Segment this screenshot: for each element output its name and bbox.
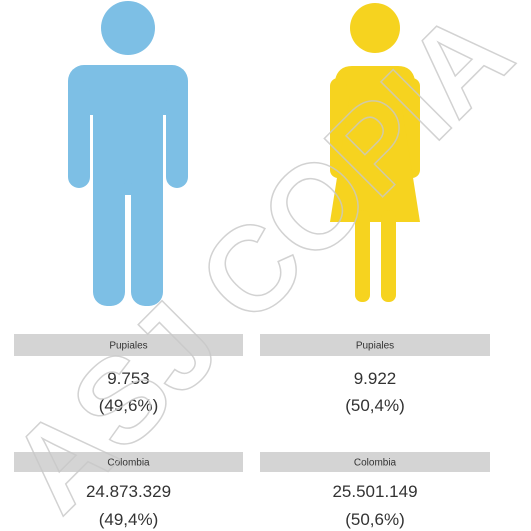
male-icon: [68, 1, 188, 306]
count: 9.922: [354, 369, 397, 388]
place-label: Colombia: [354, 458, 397, 469]
place-label: Colombia: [107, 458, 150, 469]
share: (50,6%): [345, 510, 405, 529]
label-bar: [260, 452, 490, 472]
share: (49,4%): [99, 510, 159, 529]
label-bar: [260, 334, 490, 356]
place-label: Pupiales: [109, 341, 147, 352]
share: (50,4%): [345, 396, 405, 415]
label-bar: [14, 452, 243, 472]
count: 24.873.329: [86, 482, 171, 501]
count: 25.501.149: [332, 482, 417, 501]
female-icon: [330, 3, 420, 302]
place-label: Pupiales: [356, 341, 394, 352]
label-bar: [14, 334, 243, 356]
share: (49,6%): [99, 396, 159, 415]
count: 9.753: [107, 369, 150, 388]
